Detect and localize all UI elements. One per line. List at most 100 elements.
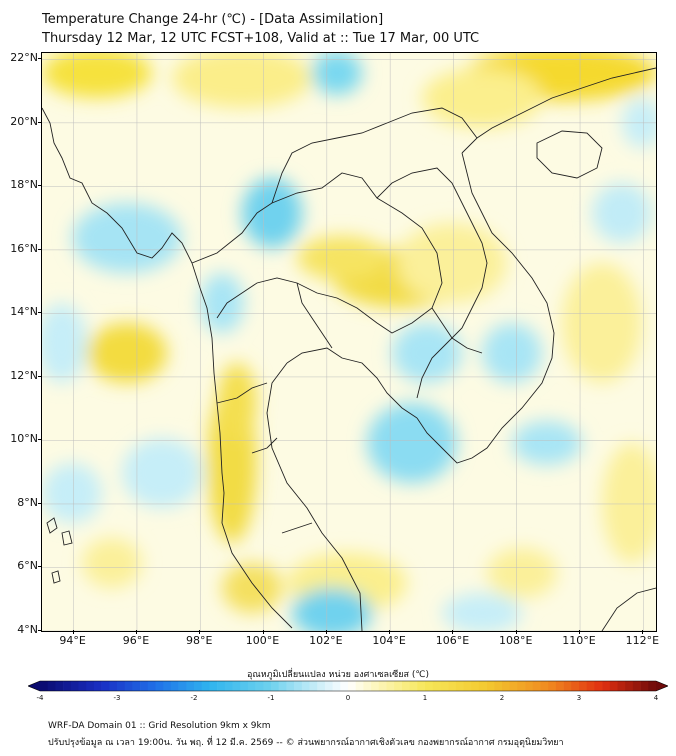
colorbar-segment: [348, 681, 356, 691]
colorbar-segment: [186, 681, 195, 691]
longitude-label: 110°E: [562, 634, 596, 647]
colorbar-segment: [286, 681, 295, 691]
colorbar-segment: [602, 681, 611, 691]
latitude-tick: [38, 375, 42, 377]
colorbar-segment: [117, 681, 125, 691]
colorbar-tick-label: 3: [576, 694, 582, 702]
colorbar-segment: [340, 681, 349, 691]
longitude-label: 96°E: [122, 634, 150, 647]
colorbar-min-arrow: [28, 681, 40, 691]
colorbar-segment: [448, 681, 457, 691]
longitude-label: 100°E: [245, 634, 280, 647]
colorbar-segment: [86, 681, 95, 691]
colorbar-outline: [28, 680, 668, 692]
map-canvas: [42, 53, 656, 631]
temperature-change-map: [41, 52, 657, 632]
colorbar-segment: [617, 681, 626, 691]
longitude-tick: [262, 630, 264, 634]
colorbar-segment: [586, 681, 595, 691]
colorbar-segment: [301, 681, 310, 691]
longitude-tick: [199, 630, 201, 634]
longitude-label: 98°E: [186, 634, 213, 647]
latitude-tick: [38, 502, 42, 504]
colorbar-segment: [240, 681, 249, 691]
colorbar-tick-label: -3: [113, 694, 121, 702]
longitude-tick: [72, 630, 74, 634]
colorbar-segment: [502, 681, 510, 691]
colorbar-segment: [478, 681, 487, 691]
colorbar-segment: [486, 681, 495, 691]
colorbar-segment: [101, 681, 110, 691]
longitude-label: 102°E: [309, 634, 343, 647]
colorbar-segment: [355, 681, 364, 691]
colorbar-segment: [93, 681, 102, 691]
colorbar-segment: [194, 681, 202, 691]
colorbar-segment: [263, 681, 272, 691]
colorbar-segment: [363, 681, 372, 691]
colorbar-segment: [494, 681, 503, 691]
colorbar-segment: [147, 681, 156, 691]
latitude-tick: [38, 121, 42, 123]
colorbar-segment: [394, 681, 403, 691]
latitude-label: 4°N: [17, 623, 38, 636]
longitude-label: 106°E: [435, 634, 470, 647]
latitude-label: 22°N: [10, 51, 38, 65]
lat-lon-grid: [42, 53, 656, 631]
colorbar-segment: [648, 681, 657, 691]
colorbar-segment: [224, 681, 233, 691]
longitude-tick: [579, 630, 581, 634]
colorbar-tick-label: 2: [499, 694, 505, 702]
map-subtitle: Thursday 12 Mar, 12 UTC FCST+108, Valid …: [42, 31, 480, 46]
colorbar-segment: [294, 681, 303, 691]
colorbar-tick-label: -1: [267, 694, 275, 702]
latitude-label: 10°N: [10, 432, 38, 446]
colorbar-segment: [317, 681, 326, 691]
footer-model-info: WRF-DA Domain 01 :: Grid Resolution 9km …: [48, 721, 271, 731]
colorbar-segment: [232, 681, 241, 691]
colorbar-segment: [640, 681, 649, 691]
colorbar-segment: [278, 681, 287, 691]
latitude-tick: [38, 248, 42, 250]
colorbar-segment: [571, 681, 580, 691]
colorbar-segment: [417, 681, 426, 691]
colorbar-segment: [609, 681, 618, 691]
colorbar-tick-label: -4: [36, 694, 44, 702]
colorbar-segment: [63, 681, 72, 691]
longitude-label: 112°E: [625, 634, 660, 647]
footer-credit: ปรับปรุงข้อมูล ณ เวลา 19:00น. วัน พฤ. ที…: [48, 738, 564, 748]
colorbar-segment: [425, 681, 433, 691]
latitude-tick: [38, 58, 42, 60]
colorbar-title: อุณหภูมิเปลี่ยนแปลง หน่วย องศาเซลเซียส (…: [246, 670, 430, 680]
colorbar-segment: [132, 681, 141, 691]
colorbar-segment: [247, 681, 256, 691]
colorbar-segment: [632, 681, 641, 691]
latitude-label: 18°N: [10, 178, 38, 192]
coastlines-and-borders: [42, 67, 656, 631]
colorbar: [28, 680, 668, 692]
colorbar-segment: [509, 681, 518, 691]
latitude-tick: [38, 630, 42, 631]
colorbar-segment: [401, 681, 410, 691]
colorbar-segment: [255, 681, 264, 691]
colorbar-segment: [517, 681, 526, 691]
colorbar-tick-label: 4: [653, 694, 659, 702]
latitude-label: 16°N: [10, 241, 38, 255]
colorbar-segment: [55, 681, 64, 691]
colorbar-segment: [371, 681, 380, 691]
longitude-label: 94°E: [59, 634, 86, 647]
colorbar-segment: [201, 681, 210, 691]
colorbar-segment: [548, 681, 557, 691]
colorbar-segment: [78, 681, 87, 691]
colorbar-segment: [432, 681, 441, 691]
latitude-tick: [38, 312, 42, 314]
colorbar-segment: [525, 681, 534, 691]
latitude-tick: [38, 439, 42, 441]
colorbar-segment: [70, 681, 79, 691]
colorbar-segment: [625, 681, 634, 691]
colorbar-segment: [563, 681, 572, 691]
colorbar-segment: [163, 681, 172, 691]
colorbar-segment: [440, 681, 449, 691]
latitude-tick: [38, 566, 42, 568]
latitude-label: 14°N: [10, 305, 38, 319]
colorbar-segment: [463, 681, 472, 691]
